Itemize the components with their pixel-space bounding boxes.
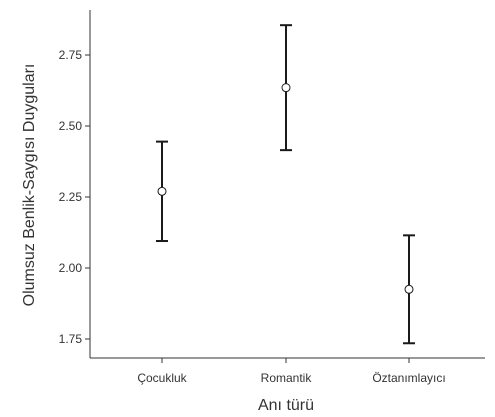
y-tick-label: 2.50: [59, 119, 83, 133]
y-tick-label: 1.75: [59, 332, 83, 346]
x-tick-label: Çocukluk: [137, 371, 187, 385]
data-marks: [156, 24, 415, 345]
y-tick-label: 2.75: [59, 48, 83, 62]
x-tick-label: Romantik: [261, 371, 313, 385]
x-axis: Çocukluk Romantik Öztanımlayıcı: [90, 357, 485, 385]
error-bar: [156, 140, 168, 243]
x-axis-title: Anı türü: [258, 397, 314, 414]
y-axis-title: Olumsuz Benlik-Saygısı Duyguları: [21, 64, 38, 307]
mean-point: [157, 186, 167, 196]
x-tick-label: Öztanımlayıcı: [372, 371, 445, 385]
error-bar: [403, 234, 415, 345]
y-axis: 1.75 2.00 2.25 2.50 2.75: [59, 10, 91, 358]
mean-point: [281, 83, 291, 93]
mean-point: [404, 284, 414, 294]
error-bar: [280, 24, 292, 152]
y-tick-label: 2.25: [59, 190, 83, 204]
y-tick-label: 2.00: [59, 261, 83, 275]
